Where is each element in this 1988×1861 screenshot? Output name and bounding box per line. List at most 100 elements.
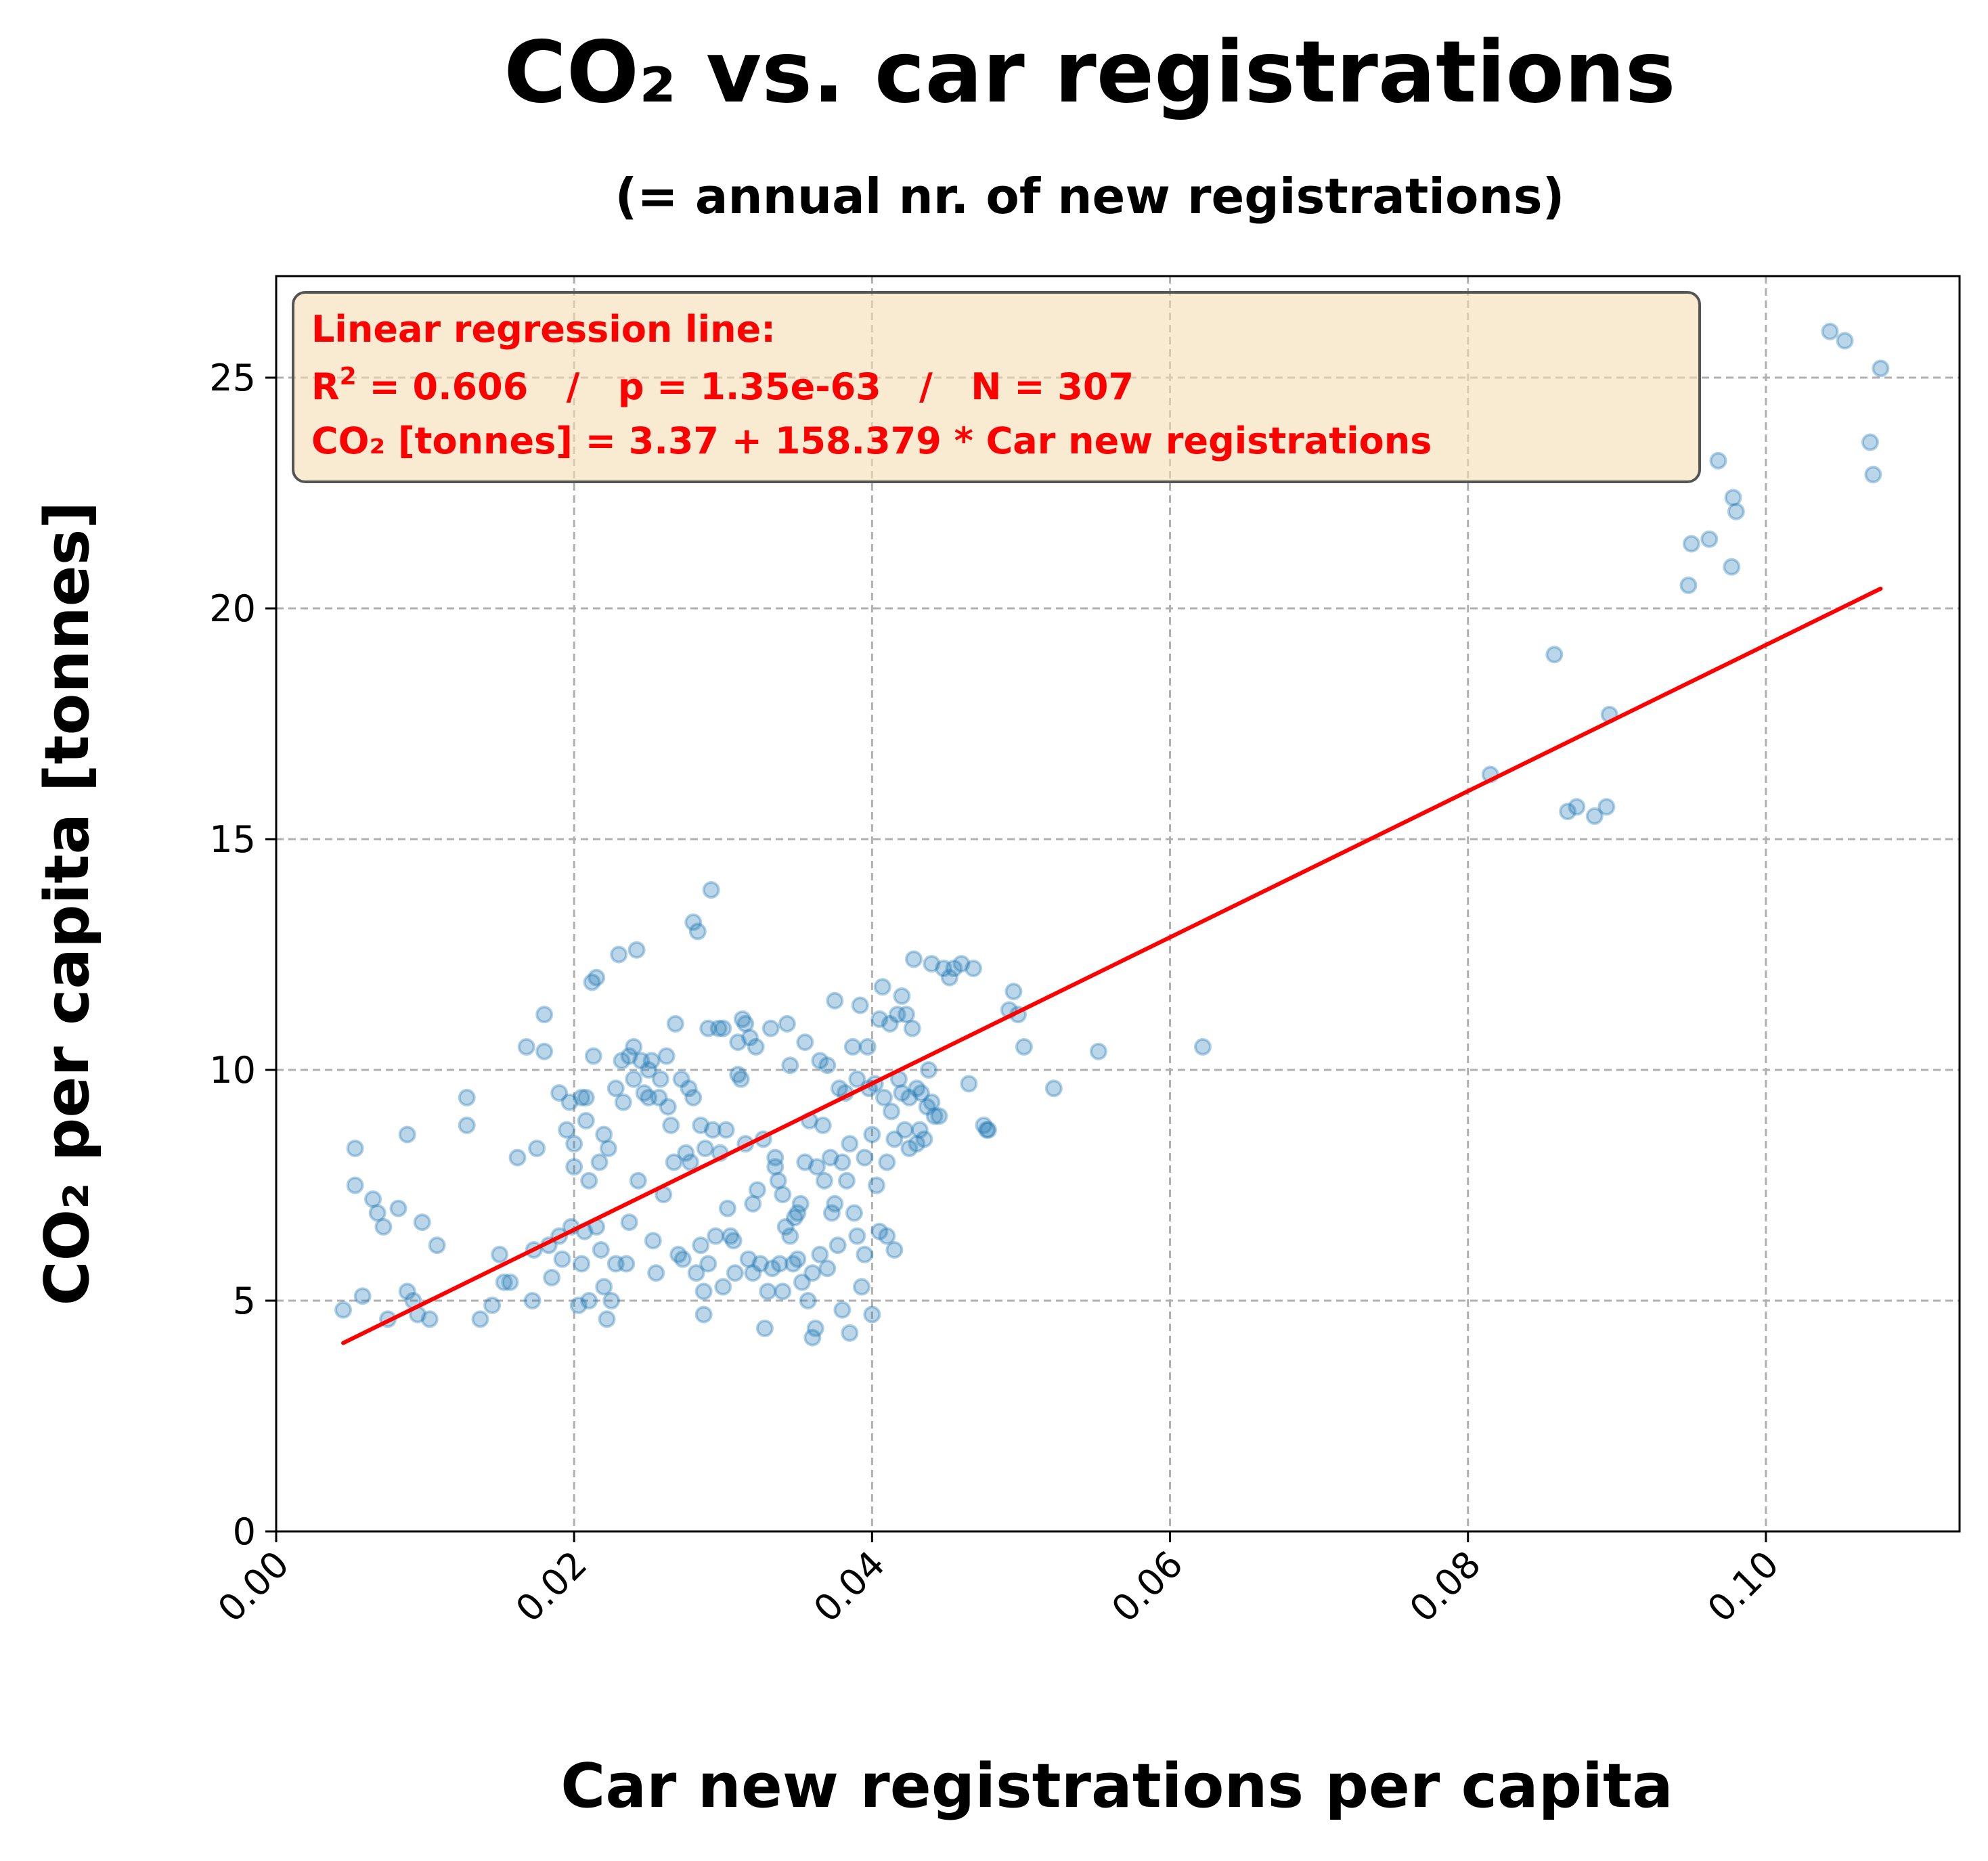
data-point — [791, 1194, 810, 1213]
data-point — [818, 1259, 837, 1278]
data-point — [681, 1153, 699, 1171]
data-point — [573, 1088, 591, 1106]
data-point — [833, 1153, 852, 1171]
data-point — [606, 1079, 625, 1098]
x-tick-label: 0.04 — [805, 1543, 893, 1631]
data-point — [732, 1070, 750, 1088]
annotation-stats: = 0.606 / p = 1.35e-63 / N = 307 — [357, 365, 1134, 408]
data-point — [843, 1037, 862, 1056]
data-point — [659, 1098, 677, 1116]
data-point — [1682, 535, 1700, 553]
y-tick-label: 0 — [233, 1510, 256, 1553]
data-point — [826, 1194, 844, 1213]
data-point — [1727, 502, 1745, 520]
data-point — [640, 1061, 658, 1079]
annotation-r-exp: 2 — [340, 363, 357, 390]
data-point — [1861, 433, 1879, 451]
data-point — [684, 1088, 703, 1106]
data-point — [717, 1121, 735, 1139]
data-point — [374, 1217, 393, 1236]
data-point — [501, 1273, 519, 1291]
data-point — [665, 1153, 683, 1171]
data-point — [632, 1052, 650, 1070]
data-point — [627, 941, 646, 959]
data-point — [508, 1148, 527, 1167]
data-point — [696, 1139, 714, 1157]
data-point — [625, 1070, 643, 1088]
data-point — [642, 1052, 661, 1070]
data-point — [1568, 798, 1586, 816]
data-point — [784, 1255, 802, 1273]
data-point — [692, 1236, 710, 1255]
data-point — [599, 1139, 617, 1157]
data-point — [635, 1084, 653, 1102]
data-point — [808, 1158, 826, 1176]
data-point — [577, 1112, 595, 1130]
data-point — [560, 1093, 579, 1111]
chart-title: CO₂ vs. car registrations — [504, 22, 1675, 122]
data-point — [781, 1056, 799, 1075]
data-point — [977, 1121, 996, 1139]
data-point — [739, 1250, 757, 1268]
data-point — [952, 955, 971, 973]
data-point — [881, 1014, 899, 1033]
y-axis-label: CO₂ per capita [tonnes] — [32, 501, 103, 1306]
data-point — [598, 1310, 616, 1328]
data-point — [965, 959, 983, 977]
data-point — [741, 1029, 759, 1047]
data-point — [590, 1153, 609, 1171]
y-tick-label: 10 — [209, 1049, 256, 1092]
data-point — [1044, 1079, 1063, 1098]
data-point — [1821, 322, 1839, 340]
data-point — [346, 1139, 364, 1157]
data-point — [811, 1052, 829, 1070]
data-point — [709, 1019, 728, 1037]
data-point — [829, 1236, 847, 1255]
data-point — [617, 1255, 636, 1273]
data-point — [848, 1227, 866, 1245]
regression-line — [341, 586, 1883, 1345]
data-point — [657, 1047, 676, 1065]
data-point — [584, 1047, 602, 1065]
data-point — [910, 1121, 929, 1139]
data-point — [620, 1213, 638, 1232]
y-tick-label: 15 — [209, 818, 256, 861]
data-point — [863, 1125, 881, 1144]
data-point — [870, 1010, 889, 1028]
data-point — [851, 996, 869, 1014]
data-point — [353, 1287, 372, 1305]
data-point — [1545, 646, 1564, 664]
data-point — [885, 1240, 904, 1259]
data-point — [979, 1121, 998, 1139]
data-point — [364, 1190, 382, 1208]
data-point — [662, 1116, 680, 1134]
data-point — [458, 1116, 476, 1134]
data-point — [774, 1282, 792, 1301]
data-point — [610, 945, 628, 964]
data-point — [543, 1268, 561, 1286]
data-point — [528, 1139, 546, 1157]
data-point — [398, 1282, 416, 1301]
x-tick-label: 0.02 — [508, 1543, 596, 1631]
data-point — [940, 968, 958, 987]
data-point — [413, 1213, 431, 1232]
data-point — [818, 1056, 837, 1075]
data-point — [900, 1088, 919, 1106]
data-point — [1709, 451, 1727, 470]
data-point — [837, 1171, 856, 1190]
data-point — [458, 1088, 476, 1106]
data-point — [692, 1116, 710, 1134]
data-point — [428, 1236, 446, 1255]
data-point — [580, 1292, 598, 1310]
data-point — [770, 1255, 789, 1273]
data-point — [687, 1264, 705, 1282]
data-point — [761, 1019, 780, 1037]
data-point — [893, 1084, 911, 1102]
data-point — [644, 1232, 662, 1250]
data-point — [736, 1014, 755, 1033]
data-point — [577, 1088, 595, 1106]
data-point — [781, 1227, 799, 1245]
data-point — [751, 1255, 770, 1273]
chart-subtitle: (= annual nr. of new registrations) — [615, 168, 1565, 225]
data-point — [822, 1204, 841, 1222]
